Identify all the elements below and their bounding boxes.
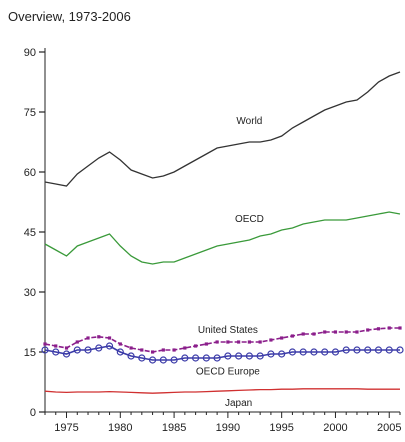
- series-point-3-4: [84, 346, 92, 354]
- series-point-2-25: [312, 332, 316, 336]
- x-tick-label-1980: 1980: [108, 422, 132, 434]
- series-line-4: [44, 388, 400, 394]
- series-point-2-5: [97, 335, 101, 339]
- x-tick-label-2005: 2005: [377, 422, 401, 434]
- series-point-2-13: [183, 346, 187, 350]
- series-point-2-17: [226, 340, 230, 344]
- series-point-2-6: [107, 336, 112, 340]
- y-tick-label-45: 45: [24, 227, 36, 239]
- series-point-3-16: [213, 354, 221, 362]
- series-label-4: Japan: [225, 398, 252, 409]
- series-point-3-26: [321, 348, 329, 356]
- series-label-2: United States: [198, 325, 258, 336]
- series-point-3-28: [342, 346, 350, 354]
- series-point-3-30: [364, 346, 372, 354]
- series-point-3-22: [278, 350, 286, 358]
- series-point-3-12: [170, 356, 178, 364]
- series-point-2-23: [290, 334, 295, 338]
- series-point-2-33: [398, 326, 402, 330]
- series-point-3-13: [181, 354, 189, 362]
- series-line-1: [44, 211, 401, 265]
- series-point-2-7: [118, 342, 122, 346]
- series-point-2-24: [301, 332, 305, 336]
- series-point-2-9: [140, 348, 144, 352]
- series-point-2-18: [237, 340, 241, 344]
- series-point-2-19: [247, 340, 251, 344]
- series-point-3-18: [235, 352, 243, 360]
- series-point-2-15: [204, 342, 208, 346]
- series-point-2-27: [333, 330, 338, 334]
- series-point-2-21: [269, 338, 273, 342]
- series-point-2-3: [75, 340, 79, 344]
- x-tick-label-1990: 1990: [216, 422, 240, 434]
- x-tick-label-1975: 1975: [54, 422, 78, 434]
- series-point-2-4: [86, 336, 90, 340]
- series-point-3-11: [159, 356, 167, 364]
- x-tick-label-1995: 1995: [269, 422, 293, 434]
- series-point-3-19: [245, 352, 253, 360]
- series-point-3-15: [202, 354, 210, 362]
- series-point-2-2: [64, 346, 69, 350]
- series-point-3-23: [288, 348, 297, 356]
- series-point-3-6: [105, 342, 114, 350]
- series-point-3-0: [41, 346, 49, 354]
- series-point-3-21: [267, 350, 275, 358]
- series-point-3-31: [374, 346, 383, 354]
- series-point-2-30: [366, 328, 370, 332]
- series-point-2-12: [172, 348, 176, 352]
- series-point-2-28: [344, 330, 348, 334]
- series-point-3-32: [385, 346, 393, 354]
- series-point-3-24: [299, 348, 307, 356]
- series-point-2-0: [43, 342, 47, 346]
- series-point-3-7: [116, 348, 124, 356]
- series-point-2-8: [129, 346, 133, 350]
- series-point-3-27: [331, 348, 340, 356]
- series-point-2-1: [54, 344, 58, 348]
- series-point-2-11: [161, 348, 165, 352]
- series-point-3-33: [396, 346, 404, 354]
- x-tick-label-2000: 2000: [323, 422, 347, 434]
- y-tick-label-15: 15: [24, 347, 36, 359]
- series-point-3-1: [52, 348, 60, 356]
- series-point-2-22: [280, 336, 284, 340]
- series-point-2-14: [194, 344, 198, 348]
- series-point-3-25: [310, 348, 318, 356]
- series-point-3-5: [95, 344, 103, 352]
- series-point-2-26: [323, 330, 327, 334]
- series-point-3-8: [127, 352, 135, 360]
- series-label-0: World: [236, 116, 262, 127]
- series-point-3-3: [73, 346, 81, 354]
- series-line-0: [44, 71, 401, 187]
- y-tick-label-0: 0: [30, 407, 36, 419]
- y-tick-label-90: 90: [24, 47, 36, 59]
- series-point-2-31: [376, 327, 381, 331]
- chart-title: Overview, 1973-2006: [8, 9, 131, 24]
- series-line-3: [44, 345, 400, 361]
- series-point-2-20: [258, 340, 262, 344]
- series-point-2-10: [150, 350, 155, 354]
- series-point-3-10: [148, 356, 157, 364]
- series-point-2-29: [355, 330, 359, 334]
- series-point-3-29: [353, 346, 361, 354]
- series-point-2-16: [215, 340, 219, 344]
- x-tick-label-1985: 1985: [162, 422, 186, 434]
- series-point-2-32: [387, 326, 391, 330]
- y-tick-label-75: 75: [24, 107, 36, 119]
- y-tick-label-60: 60: [24, 167, 36, 179]
- y-tick-label-30: 30: [24, 287, 36, 299]
- series-point-3-2: [62, 350, 71, 358]
- series-line-2: [44, 327, 400, 353]
- series-point-3-9: [138, 354, 146, 362]
- series-point-3-17: [224, 352, 232, 360]
- series-point-3-20: [256, 352, 264, 360]
- series-point-3-14: [192, 354, 200, 362]
- series-label-1: OECD: [235, 214, 264, 225]
- series-label-3: OECD Europe: [196, 366, 260, 377]
